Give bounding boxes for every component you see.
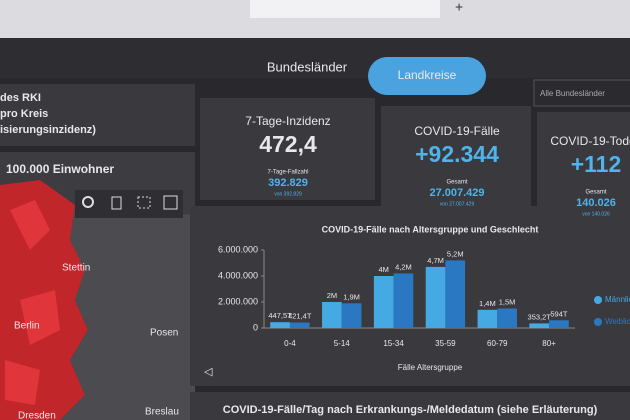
city-label: Posen	[150, 328, 178, 339]
x-tick-label: 5-14	[334, 339, 351, 348]
card-sub-value: 392.829	[268, 177, 308, 189]
city-label: Stettin	[62, 263, 90, 274]
card-value: +92.344	[415, 141, 499, 167]
value-label: 4,2M	[395, 262, 412, 271]
grid-icon[interactable]	[163, 195, 178, 210]
bar	[322, 302, 342, 328]
map-toolbar	[75, 190, 183, 218]
y-tick-label: 4.000.000	[218, 270, 258, 280]
kpi-card	[381, 106, 531, 208]
value-label: 4M	[379, 265, 389, 274]
value-label: 447,5T	[268, 311, 292, 320]
x-tick-label: 60-79	[487, 339, 508, 348]
bar	[549, 320, 569, 328]
bar	[477, 309, 498, 328]
x-axis-label: Fälle Altersgruppe	[398, 363, 463, 372]
legend-label: Männlich	[605, 295, 630, 304]
scroll-left[interactable]: ◁	[204, 366, 213, 378]
value-label: 5,2M	[447, 249, 464, 258]
card-title: COVID-19-Fälle	[414, 124, 500, 138]
left-title-line: des RKI	[0, 92, 41, 104]
bar	[425, 266, 446, 328]
legend-swatch	[594, 318, 602, 326]
map-region	[5, 200, 60, 405]
city-label: Berlin	[14, 321, 40, 332]
city-label: Breslau	[145, 407, 179, 418]
card-sub-label: Gesamt	[446, 180, 467, 186]
bar	[529, 323, 550, 328]
x-tick-label: 15-34	[383, 339, 404, 348]
nav-bar	[0, 38, 630, 78]
list-icon[interactable]	[137, 196, 151, 209]
card-sub-value: 140.026	[576, 197, 616, 209]
card-title: COVID-19-Todes	[550, 134, 630, 148]
chart-title: COVID-19-Fälle nach Altersgruppe und Ges…	[322, 224, 539, 234]
card-note: von 140.026	[582, 211, 610, 217]
search-icon[interactable]	[82, 196, 94, 208]
value-label: 1,4M	[479, 299, 496, 308]
bar	[341, 303, 362, 328]
tab-landkreise[interactable]: Landkreise	[398, 68, 457, 82]
value-label: 421,4T	[288, 312, 312, 321]
kpi-card	[200, 98, 375, 200]
city-label: Dresden	[18, 411, 56, 420]
card-title: 7-Tage-Inzidenz	[245, 114, 330, 128]
bottom-title: COVID-19-Fälle/Tag nach Erkrankungs-/Mel…	[223, 404, 598, 416]
bar	[445, 260, 466, 328]
y-tick-label: 0	[253, 322, 258, 332]
bar	[373, 276, 394, 328]
bottom-panel	[190, 392, 630, 420]
value-label: 1,9M	[343, 292, 360, 301]
value-label: 2M	[327, 291, 337, 300]
left-title-panel	[0, 84, 195, 146]
card-sub-value: 27.007.429	[429, 187, 484, 199]
x-tick-label: 0-4	[284, 339, 296, 348]
card-note: von 27.007.429	[440, 201, 475, 207]
legend-label: Weiblich	[605, 317, 630, 326]
dropdown[interactable]	[533, 79, 630, 107]
y-tick-label: 6.000.000	[218, 244, 258, 254]
value-label: 594T	[550, 309, 568, 318]
kpi-card	[537, 112, 630, 214]
tab-bundeslaender[interactable]: Bundesländer	[267, 59, 348, 74]
value-label: 4,7M	[427, 256, 444, 265]
left-title-line: pro Kreis	[0, 108, 48, 120]
y-tick-label: 2.000.000	[218, 296, 258, 306]
bar	[497, 308, 517, 328]
value-label: 353,2T	[528, 312, 552, 321]
tab-landkreise-button[interactable]	[368, 57, 486, 95]
bar	[393, 273, 414, 328]
x-tick-label: 35-59	[435, 339, 456, 348]
dropdown-label[interactable]: Alle Bundesländer	[540, 89, 605, 98]
x-tick-label: 80+	[542, 339, 556, 348]
browser-tab[interactable]	[250, 0, 440, 18]
card-note: von 392.829	[274, 191, 302, 197]
bookmark-icon[interactable]	[111, 196, 122, 210]
bar	[270, 322, 290, 328]
new-tab-icon[interactable]: +	[455, 0, 463, 15]
card-sub-label: Gesamt	[585, 190, 606, 196]
map-title: 100.000 Einwohner	[6, 162, 114, 176]
legend-swatch	[594, 296, 602, 304]
card-value: 472,4	[259, 131, 317, 157]
value-label: 1,5M	[499, 297, 516, 306]
left-title-line: isierungsinzidenz)	[0, 124, 96, 136]
map-region	[60, 205, 195, 420]
bar	[289, 322, 310, 328]
card-value: +112	[571, 151, 622, 177]
card-sub-label: 7-Tage-Fallzahl	[267, 170, 308, 176]
